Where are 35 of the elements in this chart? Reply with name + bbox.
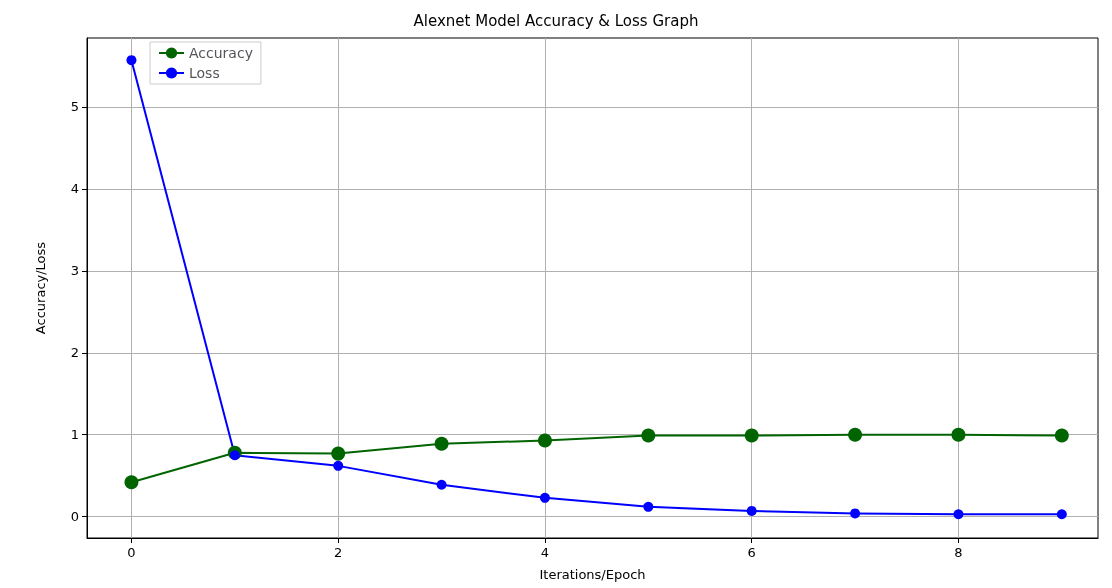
point bbox=[1056, 509, 1067, 520]
y-tick-label: 0 bbox=[70, 509, 79, 525]
y-tick-label: 5 bbox=[70, 99, 79, 115]
x-axis-title: Iterations/Epoch bbox=[539, 567, 646, 582]
y-tick-label: 1 bbox=[70, 427, 79, 443]
point bbox=[539, 492, 550, 503]
legend-label: Loss bbox=[189, 65, 220, 81]
chart-title: Alexnet Model Accuracy & Loss Graph bbox=[413, 11, 699, 30]
x-tick-label: 0 bbox=[127, 545, 136, 560]
x-tick-label: 8 bbox=[954, 545, 963, 560]
point bbox=[124, 475, 139, 490]
point bbox=[434, 436, 449, 451]
x-tick-label: 6 bbox=[747, 545, 756, 560]
y-tick-label: 2 bbox=[70, 345, 79, 361]
point bbox=[850, 508, 861, 519]
point bbox=[436, 479, 447, 490]
point bbox=[126, 55, 137, 66]
point bbox=[744, 428, 759, 443]
y-tick-label: 3 bbox=[70, 263, 79, 279]
point bbox=[643, 501, 654, 512]
point bbox=[746, 505, 757, 516]
point bbox=[641, 428, 656, 443]
point bbox=[953, 509, 964, 520]
y-tick-label: 4 bbox=[70, 181, 79, 197]
point bbox=[848, 427, 863, 442]
legend-label: Accuracy bbox=[189, 45, 253, 61]
point bbox=[229, 450, 240, 461]
x-tick-label: 4 bbox=[540, 545, 550, 560]
x-tick-label: 2 bbox=[334, 545, 343, 560]
y-axis-title: Accuracy/Loss bbox=[33, 241, 48, 335]
point bbox=[1054, 428, 1069, 443]
point bbox=[333, 460, 344, 471]
point bbox=[951, 427, 966, 442]
point bbox=[537, 433, 552, 448]
point bbox=[331, 446, 346, 461]
